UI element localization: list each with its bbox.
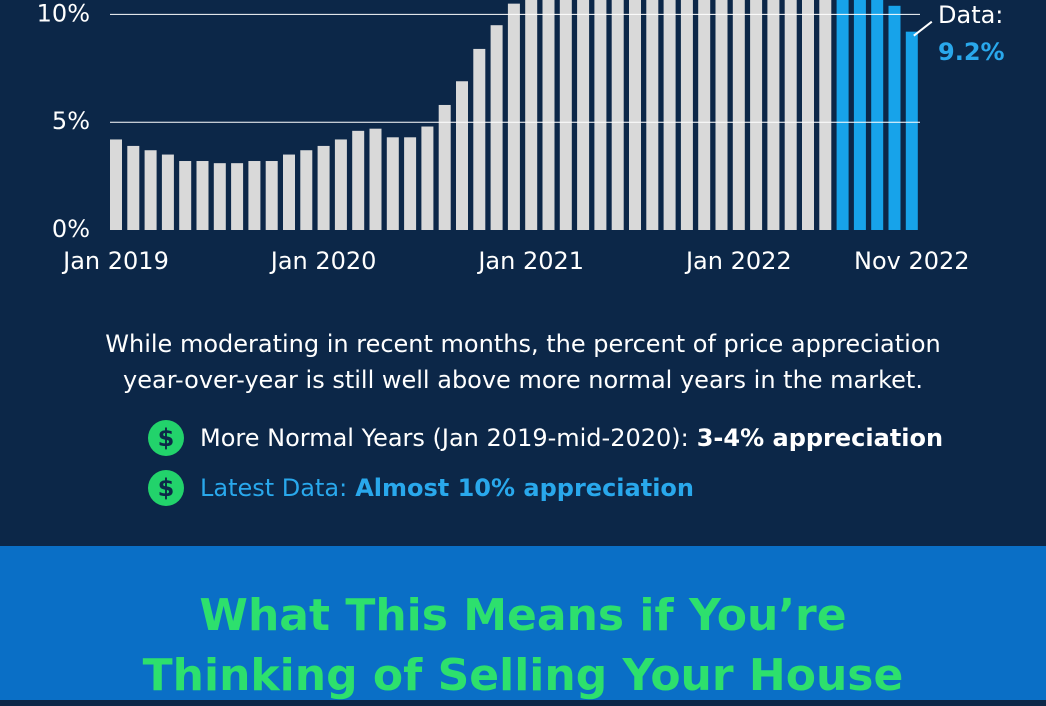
bar <box>248 161 261 230</box>
bar <box>905 31 918 230</box>
bar <box>196 161 209 230</box>
bar <box>819 0 832 230</box>
bullet-label: More Normal Years (Jan 2019-mid-2020): <box>200 424 689 452</box>
bar <box>577 0 590 230</box>
bar <box>559 0 572 231</box>
heading-line: What This Means if You’re <box>199 590 847 641</box>
bar <box>611 0 624 230</box>
x-tick-label: Nov 2022 <box>854 247 970 275</box>
heading-line: Thinking of Selling Your House <box>142 650 904 701</box>
x-tick-label: Jan 2020 <box>269 247 377 275</box>
annotation-pointer <box>913 20 933 37</box>
bar <box>732 0 745 230</box>
annotation-value: 9.2% <box>938 38 1005 66</box>
bar <box>456 81 468 230</box>
bar <box>161 154 174 230</box>
bar <box>317 145 330 230</box>
bullet: $ More Normal Years (Jan 2019-mid-2020):… <box>148 420 943 456</box>
heading: What This Means if You’re Thinking of Se… <box>0 586 1046 706</box>
dollar-icon: $ <box>148 420 184 456</box>
bar <box>507 3 520 231</box>
bullet-emphasis: Almost 10% appreciation <box>355 474 694 502</box>
bar <box>680 0 693 230</box>
bar <box>715 0 728 230</box>
description-line: While moderating in recent months, the p… <box>105 330 941 358</box>
bar <box>525 0 538 230</box>
bar <box>767 0 780 231</box>
bar <box>871 0 884 230</box>
bar <box>144 150 157 230</box>
bullet-emphasis: 3-4% appreciation <box>696 424 944 452</box>
bar <box>438 104 451 230</box>
chart: Jan 2019 Jan 2020 Jan 2021 Jan 2022 Nov 2022… <box>37 0 1005 275</box>
annotation-text: Data: <box>938 1 1003 29</box>
bullet: $ Latest Data: Almost 10% appreciation <box>148 470 694 506</box>
bar <box>542 0 555 231</box>
bar <box>283 154 295 230</box>
x-tick-label: Jan 2019 <box>61 247 169 275</box>
bar <box>231 163 244 230</box>
bar <box>836 0 849 230</box>
dollar-icon: $ <box>148 470 184 506</box>
bar <box>213 163 226 230</box>
bar <box>594 0 607 231</box>
bar <box>888 5 901 230</box>
bar <box>352 130 365 230</box>
bar <box>698 0 711 230</box>
bar <box>386 137 399 230</box>
y-tick-label: 10% <box>37 0 90 27</box>
bar <box>404 137 417 230</box>
section: What This Means if You’re Thinking of Se… <box>0 546 1046 701</box>
bar <box>334 139 347 230</box>
bar <box>110 139 122 230</box>
bar <box>490 25 503 231</box>
bar <box>421 126 434 230</box>
bar <box>853 0 866 230</box>
bar <box>750 0 763 230</box>
bar <box>784 0 797 230</box>
x-tick-label: Jan 2021 <box>476 247 584 275</box>
bar <box>646 0 659 230</box>
bar <box>473 48 486 230</box>
description: While moderating in recent months, the p… <box>0 326 1046 398</box>
bar <box>629 0 641 231</box>
bar <box>300 150 313 230</box>
bar <box>127 145 140 230</box>
bar <box>802 0 814 230</box>
y-tick-label: 5% <box>52 107 90 135</box>
x-tick-label: Jan 2022 <box>684 247 792 275</box>
bullet-label: Latest Data: <box>200 474 348 502</box>
bar <box>179 161 192 230</box>
bar <box>369 128 382 230</box>
y-tick-label: 0% <box>52 215 90 243</box>
bar <box>265 161 278 230</box>
description-line: year-over-year is still well above more … <box>123 366 923 394</box>
bar <box>663 0 676 230</box>
